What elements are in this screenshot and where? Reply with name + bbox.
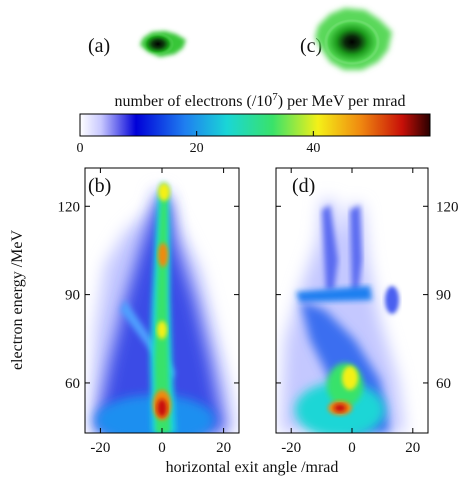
colorbar-ticks: 0 20 40 [77,131,320,156]
panel-label-a: (a) [88,35,110,57]
colorbar-title: number of electrons (/107) per MeV per m… [115,91,406,110]
x-axis-label: horizontal exit angle /mrad [166,459,339,476]
beam-spot-a [140,31,186,57]
y-axis-label: electron energy /MeV [9,230,26,371]
y-tick-label-right: 90 [436,288,451,304]
y-tick-label-right: 120 [436,199,459,215]
y-tick-label-left: 120 [58,199,81,215]
y-tick-label-left: 90 [65,288,80,304]
x-tick-label-b: 0 [158,440,166,456]
colorbar [79,113,431,137]
colorbar-tick-label: 0 [77,141,84,156]
x-tick-label-b: 20 [216,440,231,456]
x-tick-label-d: 0 [348,440,356,456]
beam-spot-c [315,8,392,70]
heatmap-d [276,168,428,433]
colorbar-tick-label: 40 [306,141,320,156]
axis-ticks: 60 60 90 90 120 120 -20 0 20 -20 0 20 [58,168,459,456]
y-tick-label-left: 60 [65,376,80,392]
x-tick-label-b: -20 [90,440,110,456]
x-tick-label-d: -20 [281,440,301,456]
colorbar-tick-label: 20 [190,141,204,156]
y-tick-label-right: 60 [436,376,451,392]
heatmap-b [85,168,239,433]
panel-label-d: (d) [292,175,315,197]
panel-label-b: (b) [88,175,111,197]
x-tick-label-d: 20 [405,440,420,456]
